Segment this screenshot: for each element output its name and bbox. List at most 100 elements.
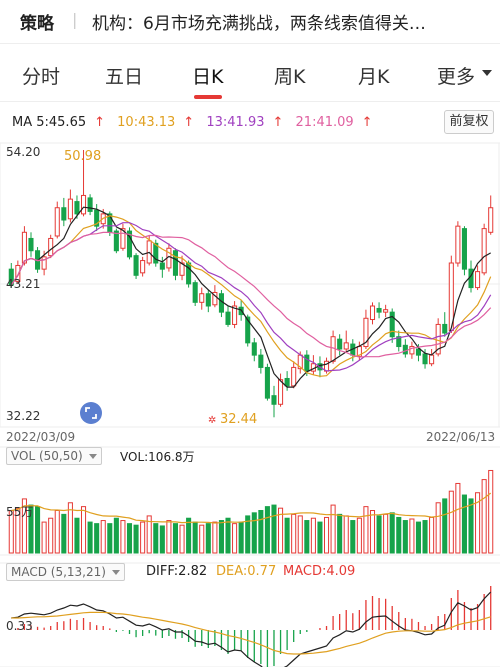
candle	[133, 255, 139, 276]
candle	[146, 240, 152, 264]
candle	[435, 323, 441, 355]
news-headline[interactable]: 机构：6月市场充满挑战，两条线索值得关…	[92, 14, 426, 34]
volume-bar	[356, 517, 362, 554]
volume-bar	[284, 517, 290, 554]
chevron-down-icon	[88, 454, 97, 459]
top-bar: 策略 | 机构：6月市场充满挑战，两条线索值得关…	[0, 0, 500, 44]
candle	[126, 230, 133, 258]
volume-bar	[396, 516, 402, 554]
ma5-line	[10, 206, 491, 388]
macd-layer	[11, 586, 492, 667]
volume-bar	[21, 498, 27, 554]
tab-monthly-k[interactable]: 月K	[358, 66, 390, 88]
news-category[interactable]: 策略	[20, 14, 54, 34]
candles-layer	[8, 150, 494, 418]
candle	[363, 317, 369, 348]
volume-bar	[258, 510, 264, 554]
candle	[304, 354, 310, 372]
volume-bar	[140, 521, 146, 554]
price-axis-top: 54.20	[6, 145, 40, 159]
volume-bar	[54, 510, 60, 554]
dea-line	[11, 611, 491, 655]
ma-legend: MA 5:45.65 ↑ 10:43.13 ↑ 13:41.93 ↑ 21:41.09…	[12, 115, 381, 130]
candle	[468, 268, 474, 289]
volume-bars-layer	[8, 469, 494, 554]
volume-bar	[264, 506, 270, 554]
volume-bar	[186, 517, 192, 554]
period-tabs: 分时 五日 日K 周K 月K 更多	[0, 50, 500, 102]
candle	[310, 363, 316, 372]
candle	[94, 209, 100, 227]
volume-bar	[245, 515, 251, 554]
candle	[232, 305, 238, 325]
tab-more[interactable]: 更多	[437, 66, 476, 88]
volume-bar	[120, 520, 126, 554]
active-tab-indicator	[194, 95, 222, 99]
candle	[205, 293, 211, 307]
candle	[179, 262, 185, 276]
candle	[192, 282, 198, 303]
candle	[415, 348, 422, 356]
diff-line	[11, 591, 492, 667]
volume-bar	[488, 469, 494, 554]
candle	[251, 342, 257, 356]
candle	[87, 197, 93, 212]
candle	[356, 346, 362, 357]
candle	[238, 306, 244, 316]
volume-bar	[383, 513, 389, 554]
candle	[297, 354, 303, 370]
volume-bar	[310, 517, 316, 554]
candle	[166, 247, 172, 269]
candle	[199, 293, 205, 303]
candle	[343, 342, 349, 350]
macd-value: MACD:4.09	[283, 564, 356, 579]
macd-diff: DIFF:2.82	[146, 564, 208, 579]
volume-bar	[87, 521, 93, 554]
volume-bar	[343, 515, 349, 554]
volume-indicator-select[interactable]: VOL (50,50)	[6, 447, 102, 465]
candle	[41, 256, 47, 270]
candle	[186, 262, 192, 285]
volume-bar	[126, 523, 133, 554]
volume-bar	[278, 507, 284, 554]
volume-bar	[15, 507, 21, 554]
volume-bar	[172, 523, 179, 554]
volume-bar	[317, 521, 323, 554]
candle	[278, 379, 284, 405]
candle	[291, 366, 297, 387]
zoom-icon[interactable]	[80, 402, 102, 424]
volume-bar	[291, 513, 297, 554]
volume-bar	[48, 517, 54, 554]
tab-five-day[interactable]: 五日	[105, 66, 144, 88]
macd-indicator-select[interactable]: MACD (5,13,21)	[6, 563, 125, 581]
candle	[448, 262, 454, 332]
candle	[67, 198, 73, 220]
chevron-down-icon	[111, 570, 120, 575]
volume-bar	[166, 520, 172, 554]
candle	[271, 395, 277, 405]
candle	[218, 293, 224, 313]
candle	[429, 354, 435, 365]
volume-bar	[225, 517, 231, 554]
candle	[28, 237, 34, 252]
volume-bar	[481, 479, 487, 554]
tab-weekly-k[interactable]: 周K	[274, 66, 306, 88]
candle	[172, 250, 179, 276]
tab-daily-k[interactable]: 日K	[192, 66, 224, 88]
candle	[113, 230, 119, 252]
candle	[369, 305, 376, 321]
volume-bar	[41, 521, 47, 554]
chevron-down-icon[interactable]	[482, 70, 492, 76]
volume-bar	[376, 515, 382, 554]
candle	[21, 231, 27, 264]
volume-bar	[337, 513, 343, 554]
volume-bar	[429, 516, 435, 554]
candle	[100, 213, 106, 225]
volume-bar	[107, 523, 113, 554]
forward-adjust-button[interactable]: 前复权	[444, 110, 494, 134]
tab-intraday[interactable]: 分时	[22, 66, 61, 88]
price-axis-bottom: 32.22	[6, 409, 40, 423]
candle	[330, 336, 336, 362]
candle	[15, 264, 21, 282]
volume-bar	[455, 482, 461, 554]
